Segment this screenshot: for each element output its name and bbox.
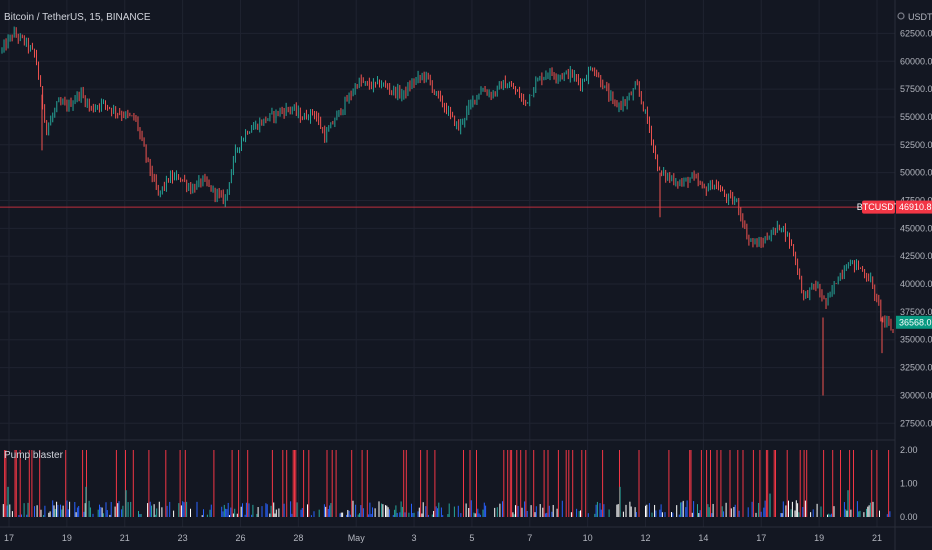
price-tick-label: 42500.00 <box>900 251 932 261</box>
last-price-box <box>896 200 932 214</box>
price-tick-label: 32500.00 <box>900 363 932 373</box>
time-tick-label: 28 <box>293 533 303 543</box>
gear-icon[interactable] <box>897 12 905 20</box>
indicator-title: Pump blaster <box>4 450 64 461</box>
price-tick-label: 50000.00 <box>900 168 932 178</box>
price-tick-label: 45000.00 <box>900 223 932 233</box>
chart-title: Bitcoin / TetherUS, 15, BINANCE <box>4 12 151 23</box>
indicator-tick-label: 2.00 <box>900 445 918 455</box>
time-tick-label: 12 <box>641 533 651 543</box>
time-tick-label: 19 <box>62 533 72 543</box>
time-tick-label: 21 <box>120 533 130 543</box>
time-tick-label: 7 <box>527 533 532 543</box>
price-tick-label: 35000.00 <box>900 335 932 345</box>
time-tick-label: 21 <box>872 533 882 543</box>
time-tick-label: May <box>348 533 366 543</box>
price-tick-label: 30000.00 <box>900 390 932 400</box>
time-axis[interactable]: 17 19 21 23 26 28 May 3 5 7 10 12 14 17 19 21 <box>4 533 882 543</box>
time-tick-label: 17 <box>756 533 766 543</box>
price-tick-label: 62500.00 <box>900 28 932 38</box>
currency-label[interactable]: USDT <box>908 12 932 22</box>
price-series <box>1 26 894 396</box>
price-tick-label: 52500.00 <box>900 140 932 150</box>
current-price-text: 36568.07 <box>899 317 932 327</box>
time-tick-label: 17 <box>4 533 14 543</box>
price-tick-label: 37500.00 <box>900 307 932 317</box>
price-tick-label: 57500.00 <box>900 84 932 94</box>
current-price-box <box>896 315 932 329</box>
time-tick-label: 3 <box>412 533 417 543</box>
price-axis[interactable]: 62500.00 60000.00 57500.00 55000.00 52500.00… <box>900 28 932 428</box>
symbol-badge <box>862 200 895 214</box>
last-price-badge: BTCUSDT 46910.89 <box>0 200 932 214</box>
grid-lines <box>0 0 895 527</box>
price-tick-label: 60000.00 <box>900 56 932 66</box>
time-tick-label: 23 <box>178 533 188 543</box>
symbol-badge-text: BTCUSDT <box>857 202 900 212</box>
time-tick-label: 14 <box>698 533 708 543</box>
last-price-text: 46910.89 <box>899 202 932 212</box>
indicator-tick-label: 0.00 <box>900 512 918 522</box>
price-tick-label: 27500.00 <box>900 418 932 428</box>
time-tick-label: 5 <box>469 533 474 543</box>
price-tick-label: 40000.00 <box>900 279 932 289</box>
price-tick-label: 55000.00 <box>900 112 932 122</box>
time-tick-label: 10 <box>583 533 593 543</box>
indicator-axis: 2.00 1.00 0.00 <box>900 445 918 522</box>
indicator-bars <box>2 450 891 517</box>
time-tick-label: 26 <box>235 533 245 543</box>
price-tick-label: 47500.00 <box>900 196 932 206</box>
current-price-badge: 36568.07 <box>896 315 932 329</box>
indicator-tick-label: 1.00 <box>900 479 918 489</box>
time-tick-label: 19 <box>814 533 824 543</box>
